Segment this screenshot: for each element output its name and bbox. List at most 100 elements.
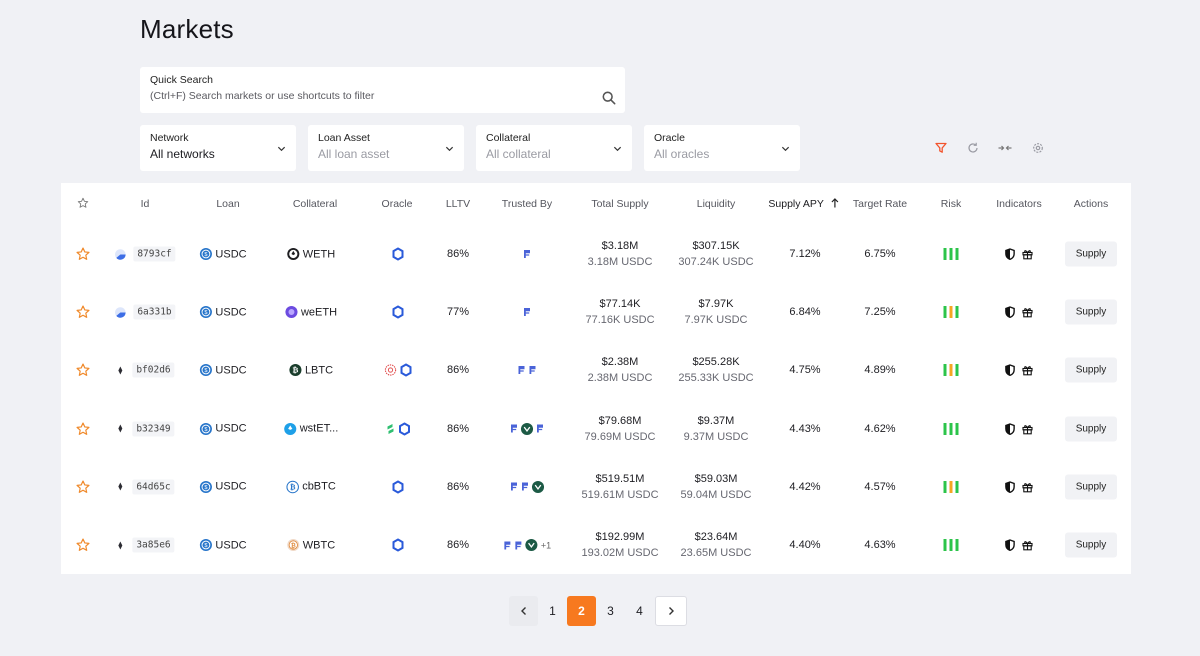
oracle-icons[interactable] — [392, 480, 404, 494]
loan-asset: $ USDC — [199, 306, 247, 319]
oracle-provider-icon — [384, 364, 397, 377]
shield-icon[interactable] — [1005, 539, 1016, 551]
risk-indicator[interactable] — [943, 422, 959, 435]
liquidity-amount: 23.65M USDC — [680, 547, 752, 559]
column-header-total-supply[interactable]: Total Supply — [591, 198, 649, 210]
target-rate-value: 6.75% — [864, 248, 896, 260]
page-button-2[interactable]: 2 — [567, 596, 596, 626]
table-row[interactable]: b32349 $ USDC wstET... 86% $79.68M 79.69… — [61, 400, 1131, 458]
risk-bar — [949, 422, 953, 435]
table-row[interactable]: 8793cf $ USDC WETH 86% $3.18M 3.18M USDC… — [61, 225, 1131, 283]
market-id[interactable]: 8793cf — [114, 246, 176, 262]
table-row[interactable]: 6a331b $ USDC weETH 77% $77.14K 77.16K U… — [61, 283, 1131, 341]
table-row[interactable]: bf02d6 $ USDC ₿ LBTC 86% $2.38M 2.38M US… — [61, 341, 1131, 399]
loan-asset-label: USDC — [215, 248, 247, 260]
trusted-by[interactable] — [517, 365, 537, 375]
risk-indicator[interactable] — [943, 306, 959, 319]
market-id[interactable]: b32349 — [115, 421, 175, 437]
column-header-oracle[interactable]: Oracle — [381, 198, 413, 210]
prev-page-button[interactable] — [509, 596, 538, 626]
curator-icon — [503, 540, 512, 550]
supply-button[interactable]: Supply — [1065, 357, 1117, 383]
column-header-loan[interactable]: Loan — [216, 198, 240, 210]
supply-button[interactable]: Supply — [1065, 532, 1117, 558]
gift-icon[interactable] — [1022, 306, 1034, 318]
lltv-value: 86% — [446, 364, 470, 377]
quick-search[interactable]: Quick Search — [140, 67, 625, 113]
next-page-button[interactable] — [655, 596, 687, 626]
usdc-icon: $ — [199, 306, 212, 319]
refresh-icon[interactable] — [966, 141, 980, 155]
oracle-filter[interactable]: Oracle All oracles — [644, 125, 800, 171]
risk-indicator[interactable] — [943, 539, 959, 551]
search-icon[interactable] — [602, 91, 616, 105]
table-row[interactable]: 64d65c $ USDC ₿ cbBTC 86% $519.51M 519.6… — [61, 458, 1131, 516]
page-button-1[interactable]: 1 — [549, 604, 556, 618]
page-button-4[interactable]: 4 — [636, 604, 643, 618]
favorite-star-icon[interactable] — [76, 363, 91, 378]
oracle-icons[interactable] — [386, 422, 411, 436]
shield-icon[interactable] — [1005, 248, 1016, 260]
gift-icon[interactable] — [1022, 423, 1034, 435]
collateral-filter[interactable]: Collateral All collateral — [476, 125, 632, 171]
market-id[interactable]: bf02d6 — [115, 362, 175, 378]
svg-text:$: $ — [204, 427, 207, 433]
gift-icon[interactable] — [1022, 248, 1034, 260]
filter-value: All collateral — [486, 147, 551, 161]
loan-asset-filter[interactable]: Loan Asset All loan asset — [308, 125, 464, 171]
column-header-id[interactable]: Id — [140, 198, 150, 210]
supply-button[interactable]: Supply — [1065, 299, 1117, 325]
oracle-icons[interactable] — [384, 363, 412, 377]
market-id[interactable]: 6a331b — [114, 304, 176, 320]
favorite-star-icon[interactable] — [76, 305, 91, 320]
favorite-star-icon[interactable] — [76, 421, 91, 436]
risk-indicator[interactable] — [943, 364, 959, 377]
risk-indicator[interactable] — [943, 480, 959, 493]
favorite-header-star-icon[interactable] — [77, 197, 89, 212]
shield-icon[interactable] — [1005, 422, 1016, 435]
trusted-by[interactable]: +1 — [503, 538, 551, 552]
curator-icon — [520, 422, 534, 435]
shield-icon[interactable] — [1005, 306, 1016, 319]
favorite-star-icon[interactable] — [76, 247, 91, 262]
table-row[interactable]: 3a85e6 $ USDC ₿ WBTC 86% +1 $192.99M 193… — [61, 516, 1131, 574]
risk-bar — [949, 480, 953, 493]
column-header-target-rate[interactable]: Target Rate — [852, 198, 908, 210]
gift-icon[interactable] — [1022, 539, 1034, 551]
network-filter[interactable]: Network All networks — [140, 125, 296, 171]
svg-text:$: $ — [204, 310, 207, 316]
risk-indicator[interactable] — [943, 248, 959, 260]
oracle-icons[interactable] — [392, 247, 404, 261]
page-button-3[interactable]: 3 — [607, 604, 614, 618]
supply-button[interactable]: Supply — [1065, 416, 1117, 442]
market-id[interactable]: 3a85e6 — [115, 537, 175, 553]
market-id[interactable]: 64d65c — [115, 479, 175, 495]
favorite-star-icon[interactable] — [76, 538, 91, 553]
column-header-supply-apy[interactable]: Supply APY — [768, 198, 839, 210]
supply-button[interactable]: Supply — [1065, 241, 1117, 267]
column-header-risk[interactable]: Risk — [940, 198, 962, 210]
gift-icon[interactable] — [1022, 481, 1034, 493]
compress-icon[interactable] — [998, 141, 1012, 155]
filter-icon[interactable] — [934, 141, 948, 155]
column-header-collateral[interactable]: Collateral — [292, 198, 338, 210]
column-header-liquidity[interactable]: Liquidity — [696, 198, 736, 210]
trusted-by[interactable] — [523, 249, 532, 259]
oracle-icons[interactable] — [392, 538, 404, 552]
trusted-by[interactable] — [510, 480, 545, 493]
chevron-down-icon — [277, 146, 286, 152]
settings-icon[interactable] — [1031, 141, 1045, 155]
column-header-lltv[interactable]: LLTV — [445, 198, 471, 210]
oracle-icons[interactable] — [392, 305, 404, 319]
gift-icon[interactable] — [1022, 364, 1034, 376]
trusted-by[interactable] — [523, 307, 532, 317]
supply-button[interactable]: Supply — [1065, 474, 1117, 500]
favorite-star-icon[interactable] — [76, 479, 91, 494]
trusted-by[interactable] — [510, 422, 545, 435]
column-header-trusted-by[interactable]: Trusted By — [501, 198, 553, 210]
shield-icon[interactable] — [1005, 364, 1016, 377]
column-header-indicators[interactable]: Indicators — [996, 198, 1042, 210]
column-header-supply-apy-label: Supply APY — [768, 198, 824, 210]
shield-icon[interactable] — [1005, 481, 1016, 493]
search-input[interactable] — [150, 90, 580, 102]
